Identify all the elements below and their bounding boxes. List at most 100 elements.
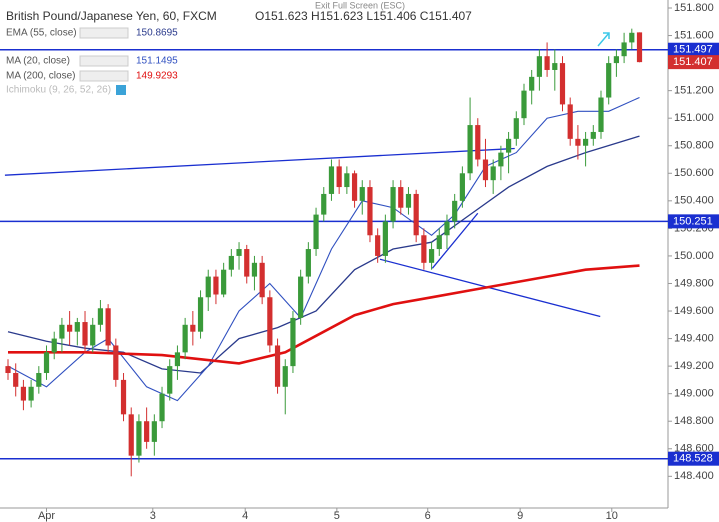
candle-body <box>375 235 381 256</box>
candle-body <box>544 56 550 70</box>
candle-body <box>190 324 196 332</box>
trend-line <box>431 212 479 269</box>
candle-body <box>359 187 365 201</box>
candle-body <box>167 366 173 394</box>
y-tick-label: 148.600 <box>674 443 714 455</box>
y-tick-label: 148.800 <box>674 415 714 427</box>
candle-body <box>413 193 419 236</box>
candle-body <box>382 221 388 256</box>
candle-body <box>174 352 181 367</box>
candle-body <box>636 32 643 63</box>
x-tick-label: 3 <box>150 510 156 522</box>
candle-body <box>529 76 535 91</box>
candle-body <box>267 297 273 346</box>
legend-bg <box>2 8 252 26</box>
legend-buttons <box>79 27 129 39</box>
candle-body <box>482 159 489 181</box>
candle-body <box>536 56 542 77</box>
legend-buttons <box>79 70 129 82</box>
candle-body <box>36 373 42 387</box>
candle-body <box>367 187 373 236</box>
indicator-line <box>7 135 640 374</box>
candle-body <box>105 308 111 346</box>
legend-buttons <box>116 85 126 95</box>
x-tick-label: 9 <box>517 510 523 522</box>
legend-value: 149.9293 <box>136 71 178 82</box>
candle-body <box>305 249 311 277</box>
candle-body <box>444 221 450 236</box>
candle-body <box>552 63 558 70</box>
candle-body <box>498 152 504 167</box>
indicator-line <box>8 264 640 365</box>
candle-body <box>51 338 57 353</box>
y-tick-label: 148.400 <box>674 470 714 482</box>
candle-body <box>559 63 566 105</box>
candle-body <box>629 32 635 43</box>
arrow <box>597 32 610 47</box>
y-tick-label: 151.600 <box>674 29 714 41</box>
candle-body <box>405 193 412 208</box>
candle-body <box>436 235 442 250</box>
candle-body <box>128 414 134 456</box>
candle-body <box>298 276 304 318</box>
candle-body <box>282 366 288 387</box>
candle-body <box>144 421 150 442</box>
candle-body <box>259 262 265 298</box>
y-tick-label: 150.600 <box>674 167 714 179</box>
candle-body <box>459 173 465 201</box>
candle-body <box>90 324 96 346</box>
y-tick-label: 149.000 <box>674 388 714 400</box>
candle-body <box>274 345 281 387</box>
candle-body <box>421 235 427 263</box>
price-tag-label: 150.251 <box>673 215 713 227</box>
x-tick-label: Apr <box>38 510 55 522</box>
candle-body <box>452 200 458 222</box>
legend-ichimoku: Ichimoku (9, 26, 52, 26) <box>6 85 111 96</box>
symbol-title: British Pound/Japanese Yen, 60, FXCM <box>6 9 217 23</box>
candle-body <box>136 421 142 456</box>
candle-body <box>43 352 50 374</box>
price-tag <box>668 42 719 57</box>
candle-body <box>467 125 473 174</box>
x-tick-label: 4 <box>242 510 248 522</box>
candle-body <box>290 317 296 367</box>
candle-body <box>251 262 258 277</box>
candle-body <box>328 166 335 194</box>
candle-body <box>313 214 319 250</box>
y-tick-label: 149.800 <box>674 277 714 289</box>
candle-body <box>505 138 512 153</box>
x-tick-label: 5 <box>334 510 340 522</box>
candle-body <box>159 393 165 422</box>
legend-name: MA (20, close) <box>6 56 70 67</box>
y-tick-label: 149.600 <box>674 305 714 317</box>
legend-name: MA (200, close) <box>6 71 75 82</box>
candle-body <box>475 125 481 160</box>
candle-body <box>513 118 519 139</box>
candle-body <box>351 173 358 201</box>
price-tag <box>668 214 719 229</box>
candle-body <box>228 255 234 270</box>
candle-body <box>398 187 404 208</box>
last-price-tag <box>668 55 719 70</box>
candle-body <box>151 421 157 442</box>
y-tick-label: 150.800 <box>674 140 714 152</box>
candle-body <box>113 345 119 380</box>
candle-body <box>67 324 73 332</box>
candle-body <box>598 97 604 132</box>
price-tag <box>668 451 719 466</box>
candle-body <box>5 366 11 374</box>
exit-fullscreen[interactable]: Exit Full Screen (ESC) <box>315 0 405 10</box>
candle-body <box>428 249 435 263</box>
candle-body <box>205 276 211 298</box>
legend-name: EMA (55, close) <box>6 28 77 39</box>
ohlc: O151.623 H151.623 L151.406 C151.407 <box>255 9 472 23</box>
candle-body <box>521 90 527 119</box>
x-tick-label: 10 <box>606 510 618 522</box>
candle-body <box>582 138 589 146</box>
candle-body <box>390 187 396 222</box>
legend-value: 150.8695 <box>136 28 178 39</box>
price-tag-label: 151.497 <box>673 44 713 56</box>
candle-body <box>74 322 80 332</box>
